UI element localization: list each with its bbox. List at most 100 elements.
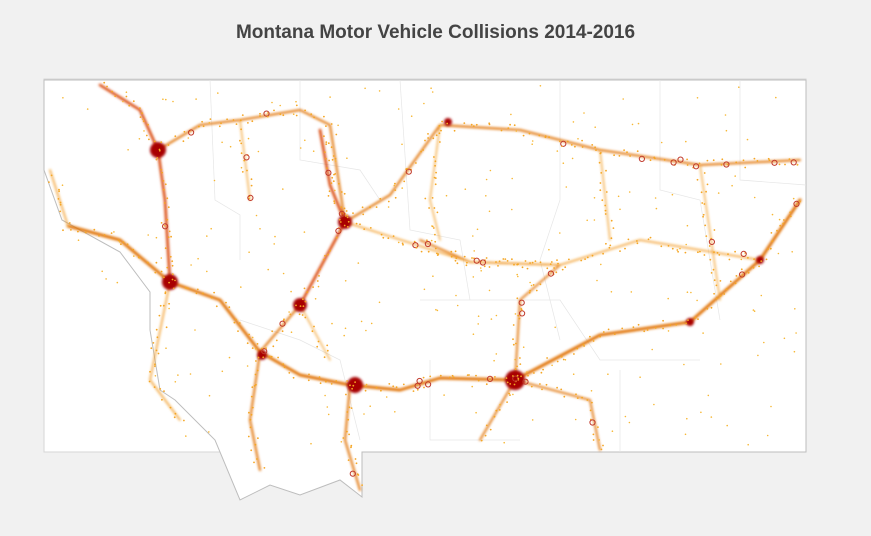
- collision-dot: [485, 195, 487, 197]
- collision-dot: [690, 291, 692, 294]
- collision-dot: [767, 248, 770, 250]
- county-line: [739, 80, 807, 186]
- collision-dot: [333, 200, 336, 203]
- collision-dot: [653, 403, 655, 406]
- collision-dot: [758, 265, 760, 268]
- collision-dot: [311, 330, 314, 333]
- collision-dot: [187, 137, 190, 139]
- collision-dot: [324, 394, 326, 397]
- collision-dot: [565, 186, 568, 188]
- hotspot: [347, 377, 363, 393]
- collision-dot: [436, 252, 438, 255]
- collision-dot: [183, 419, 185, 422]
- collision-dot: [726, 424, 728, 427]
- collision-dot: [669, 324, 672, 327]
- collision-dot: [454, 259, 457, 262]
- fatal-collision: [547, 270, 555, 277]
- collision-dot: [500, 129, 503, 132]
- collision-dot: [256, 458, 258, 460]
- collision-dot: [740, 268, 743, 271]
- collision-dot: [240, 142, 243, 145]
- collision-dot: [639, 376, 641, 379]
- collision-dot: [111, 90, 113, 93]
- collision-dot: [439, 374, 442, 377]
- collision-dot: [164, 292, 167, 295]
- collision-dot: [423, 288, 426, 291]
- collision-dot: [59, 203, 62, 206]
- collision-dot: [380, 389, 382, 392]
- collision-dot: [153, 386, 156, 388]
- county-line: [239, 319, 361, 441]
- collision-dot: [601, 199, 604, 202]
- collision-dot: [201, 120, 204, 123]
- collision-dot: [546, 267, 549, 270]
- collision-dot: [495, 409, 498, 412]
- collision-dot: [475, 374, 477, 377]
- collision-dot: [610, 237, 613, 240]
- collision-dot: [584, 258, 586, 260]
- collision-dot: [77, 230, 79, 233]
- collision-dot: [351, 387, 353, 390]
- collision-dot: [592, 433, 595, 436]
- collision-dot: [555, 271, 558, 274]
- collision-dot: [232, 119, 235, 121]
- collision-dot: [799, 200, 801, 203]
- collision-dot: [560, 355, 563, 358]
- collision-dot: [142, 120, 145, 123]
- collision-dot: [165, 347, 167, 350]
- collision-dot: [397, 108, 400, 110]
- collision-dot: [574, 418, 577, 421]
- fatal-collision: [638, 155, 646, 162]
- collision-dot: [340, 206, 343, 209]
- collision-dot: [796, 164, 799, 166]
- collision-dot: [355, 222, 358, 225]
- collision-dot: [583, 112, 585, 114]
- collision-dot: [612, 227, 615, 230]
- collision-dot: [438, 132, 441, 135]
- collision-dot: [213, 291, 216, 294]
- collision-dot: [591, 401, 593, 404]
- collision-dot: [475, 123, 478, 126]
- collision-dot: [698, 162, 701, 165]
- collision-dot: [354, 381, 356, 383]
- collision-dot: [735, 275, 738, 277]
- collision-dot: [174, 381, 177, 383]
- collision-dot: [713, 251, 715, 254]
- collision-dot: [463, 122, 466, 124]
- fatal-collision: [479, 259, 486, 266]
- collision-dot: [247, 122, 249, 124]
- collision-dot: [747, 443, 749, 446]
- collision-dot: [653, 156, 656, 159]
- collision-dot: [363, 228, 366, 231]
- collision-dot: [313, 116, 315, 119]
- collision-dot: [671, 247, 674, 250]
- collision-dot: [534, 260, 537, 262]
- collision-dot: [290, 331, 293, 334]
- hotspot: [338, 215, 352, 229]
- collision-dot: [432, 227, 435, 229]
- collision-dot: [530, 284, 533, 287]
- collision-dot: [116, 281, 119, 284]
- collision-dot: [628, 191, 631, 193]
- collision-dot: [189, 373, 192, 375]
- collision-dot: [571, 157, 574, 160]
- collision-dot: [476, 228, 479, 231]
- collision-dot: [299, 147, 302, 149]
- collision-dot: [392, 235, 395, 238]
- collision-dot: [298, 313, 301, 316]
- collision-dot: [599, 182, 602, 184]
- collision-dot: [430, 239, 433, 242]
- collision-dot: [330, 182, 333, 185]
- collision-dot: [517, 377, 520, 380]
- collision-dot: [685, 140, 687, 143]
- collision-dot: [696, 178, 699, 181]
- collision-dot: [208, 394, 211, 397]
- collision-dot: [335, 380, 338, 382]
- collision-dot: [319, 268, 321, 271]
- collision-dot: [431, 225, 433, 227]
- fatal-collision: [261, 348, 268, 355]
- collision-dot: [340, 441, 343, 443]
- collision-dot: [221, 370, 224, 373]
- collision-dot: [225, 301, 227, 304]
